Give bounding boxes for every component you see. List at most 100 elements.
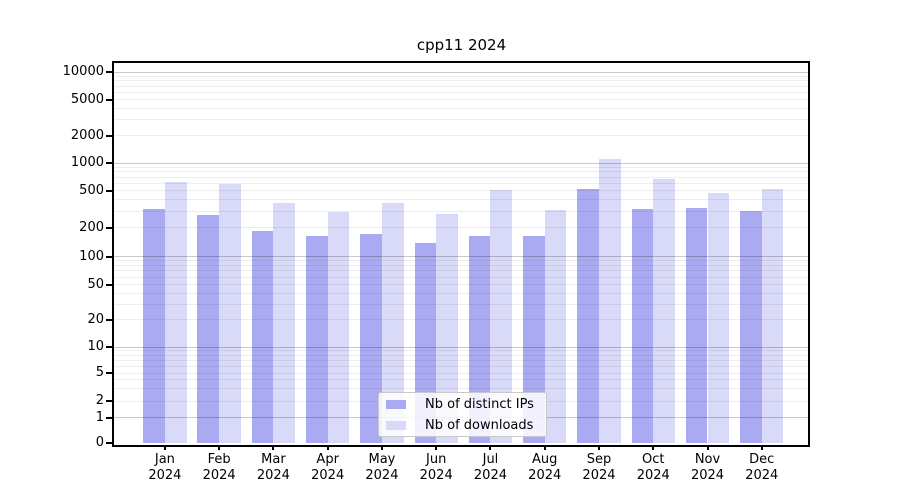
gridline-minor	[114, 135, 808, 136]
gridline-minor	[114, 365, 808, 367]
bar-downloads-oct	[653, 179, 675, 443]
gridline-minor	[114, 260, 808, 262]
legend-item: Nb of distinct IPs	[386, 396, 539, 413]
x-tick-year: 2024	[311, 468, 345, 483]
bar-downloads-jul	[490, 190, 513, 443]
x-tick-year: 2024	[636, 468, 670, 483]
bar-downloads-jun	[436, 214, 458, 443]
x-axis-tick	[326, 445, 329, 450]
gridline-major	[114, 256, 808, 257]
gridline-minor	[114, 227, 808, 228]
gridline-minor	[114, 85, 808, 87]
x-axis-tick	[218, 445, 221, 450]
gridline-minor	[114, 107, 808, 109]
x-tick-month: May	[368, 452, 396, 467]
y-axis-tick	[106, 416, 112, 419]
legend-swatch-distinct-ips	[386, 399, 406, 409]
x-tick-month: Nov	[694, 452, 721, 467]
x-axis-tick	[652, 445, 655, 450]
y-tick-label: 1	[95, 409, 104, 425]
x-tick-month: Sep	[586, 452, 612, 467]
y-tick-label: 5	[95, 365, 104, 380]
bar-downloads-aug	[544, 210, 567, 443]
x-tick-year: 2024	[473, 468, 507, 483]
gridline-minor	[114, 303, 808, 305]
y-axis-tick	[106, 346, 112, 348]
bar-downloads-may	[381, 203, 404, 443]
gridline-minor	[114, 284, 808, 285]
chart-title: cpp11 2024	[416, 36, 507, 54]
bar-distinct-ips-apr	[305, 236, 328, 443]
bar-distinct-ips-jul	[468, 236, 491, 443]
gridline-minor	[114, 265, 808, 266]
x-tick-year: 2024	[419, 468, 453, 483]
y-axis-tick	[106, 255, 112, 258]
gridline-minor	[114, 292, 808, 294]
gridline-minor	[114, 80, 808, 82]
x-tick-year: 2024	[365, 468, 399, 483]
y-axis-tick	[106, 318, 112, 321]
y-axis-tick	[106, 400, 112, 402]
x-tick-month: Jun	[426, 452, 447, 467]
y-tick-label: 2000	[70, 127, 104, 143]
x-tick-year: 2024	[690, 468, 725, 483]
gridline-minor	[114, 350, 808, 352]
bar-distinct-ips-dec	[740, 210, 762, 443]
x-tick-month: Dec	[749, 452, 775, 467]
gridline-minor	[114, 75, 808, 77]
y-tick-label: 0	[95, 435, 104, 450]
gridline-minor	[114, 354, 808, 356]
gridline-minor	[114, 379, 808, 381]
bar-distinct-ips-jan	[143, 208, 165, 443]
x-tick-label-apr: Apr 2024	[296, 452, 360, 484]
bar-downloads-mar	[273, 203, 296, 443]
bar-distinct-ips-may	[360, 234, 382, 443]
y-axis-tick	[106, 162, 112, 164]
x-tick-month: Aug	[532, 452, 558, 467]
gridline-minor	[114, 190, 808, 191]
gridline-minor	[114, 372, 808, 374]
gridline-minor	[114, 166, 808, 168]
y-axis-tick	[106, 283, 112, 286]
x-tick-label-sep: Sep 2024	[567, 452, 631, 484]
gridline-minor	[114, 199, 808, 200]
bar-downloads-jan	[164, 181, 187, 443]
x-axis-tick	[272, 445, 275, 450]
y-tick-label: 10	[87, 339, 104, 354]
y-tick-label: 100	[79, 248, 104, 264]
x-tick-label-mar: Mar 2024	[241, 452, 305, 484]
y-axis-tick	[106, 372, 112, 374]
bar-downloads-feb	[219, 183, 241, 443]
gridline-minor	[114, 276, 808, 278]
bar-downloads-sep	[598, 159, 621, 443]
x-tick-label-feb: Feb 2024	[187, 452, 251, 484]
bar-distinct-ips-feb	[197, 214, 220, 443]
x-tick-label-oct: Oct 2024	[621, 452, 685, 484]
x-tick-month: Jan	[154, 452, 175, 467]
gridline-major	[114, 71, 808, 73]
y-tick-label: 200	[79, 219, 104, 235]
gridline-minor	[114, 270, 808, 272]
x-tick-label-may: May 2024	[350, 452, 414, 484]
bar-distinct-ips-mar	[251, 230, 274, 443]
x-tick-label-jun: Jun 2024	[404, 452, 468, 484]
gridline-major	[114, 346, 808, 348]
x-tick-label-dec: Dec 2024	[730, 452, 794, 484]
x-tick-year: 2024	[528, 468, 562, 483]
bar-distinct-ips-nov	[685, 207, 708, 443]
x-tick-label-nov: Nov 2024	[676, 452, 740, 484]
x-axis-tick	[760, 445, 763, 450]
y-tick-label: 2	[95, 393, 104, 408]
x-tick-month: Apr	[316, 452, 339, 467]
gridline-minor	[114, 388, 808, 390]
bar-distinct-ips-oct	[631, 209, 654, 443]
x-tick-year: 2024	[148, 468, 182, 483]
legend: Nb of distinct IPs Nb of downloads	[378, 392, 547, 437]
x-axis-tick	[706, 445, 709, 450]
y-tick-label: 5000	[70, 91, 104, 107]
gridline-minor	[114, 176, 808, 178]
y-tick-label: 20	[87, 311, 104, 327]
y-axis-tick	[106, 71, 112, 73]
y-axis-tick	[106, 98, 112, 101]
gridline-minor	[114, 182, 808, 184]
